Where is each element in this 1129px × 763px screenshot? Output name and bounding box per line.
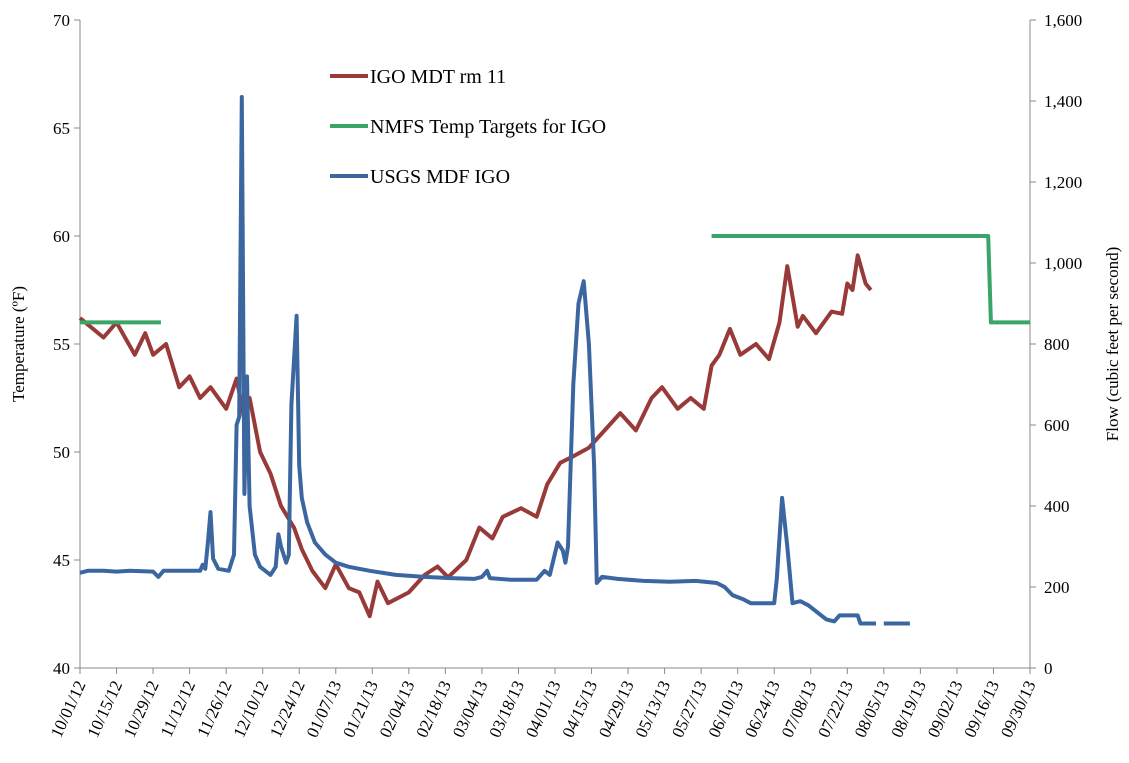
y-axis-label: Temperature (ºF) [9, 286, 28, 402]
y2-tick-label: 1,400 [1044, 92, 1082, 111]
y2-tick-label: 600 [1044, 416, 1070, 435]
x-tick-label: 09/30/13 [997, 678, 1040, 741]
y-tick-label: 50 [53, 443, 70, 462]
y2-tick-label: 400 [1044, 497, 1070, 516]
series-line [79, 95, 910, 626]
y-tick-label: 60 [53, 227, 70, 246]
series-line [80, 234, 1030, 325]
legend-label: NMFS Temp Targets for IGO [370, 116, 606, 138]
y2-tick-label: 1,600 [1044, 11, 1082, 30]
y2-tick-label: 200 [1044, 578, 1070, 597]
y-tick-label: 70 [53, 11, 70, 30]
y2-tick-label: 1,200 [1044, 173, 1082, 192]
legend-label: USGS MDF IGO [370, 166, 510, 188]
y2-tick-label: 1,000 [1044, 254, 1082, 273]
y-tick-label: 55 [53, 335, 70, 354]
y-tick-label: 65 [53, 119, 70, 138]
y2-tick-label: 0 [1044, 659, 1053, 678]
y-tick-label: 40 [53, 659, 70, 678]
legend-label: IGO MDT rm 11 [370, 66, 506, 88]
y2-axis-label: Flow (cubic feet per second) [1103, 247, 1122, 441]
y2-tick-label: 800 [1044, 335, 1070, 354]
y-tick-label: 45 [53, 551, 70, 570]
series-line [78, 253, 873, 619]
